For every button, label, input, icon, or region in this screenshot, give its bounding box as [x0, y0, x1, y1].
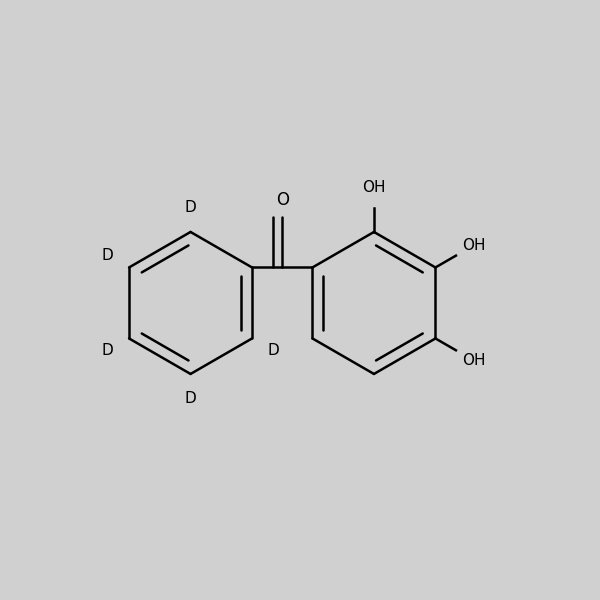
Text: D: D	[268, 343, 280, 358]
Text: OH: OH	[362, 180, 386, 195]
Text: O: O	[276, 191, 289, 209]
Text: OH: OH	[462, 238, 485, 253]
Text: D: D	[101, 343, 113, 358]
Text: D: D	[185, 391, 196, 406]
Text: D: D	[185, 200, 196, 215]
Text: D: D	[101, 248, 113, 263]
Text: OH: OH	[462, 353, 485, 368]
